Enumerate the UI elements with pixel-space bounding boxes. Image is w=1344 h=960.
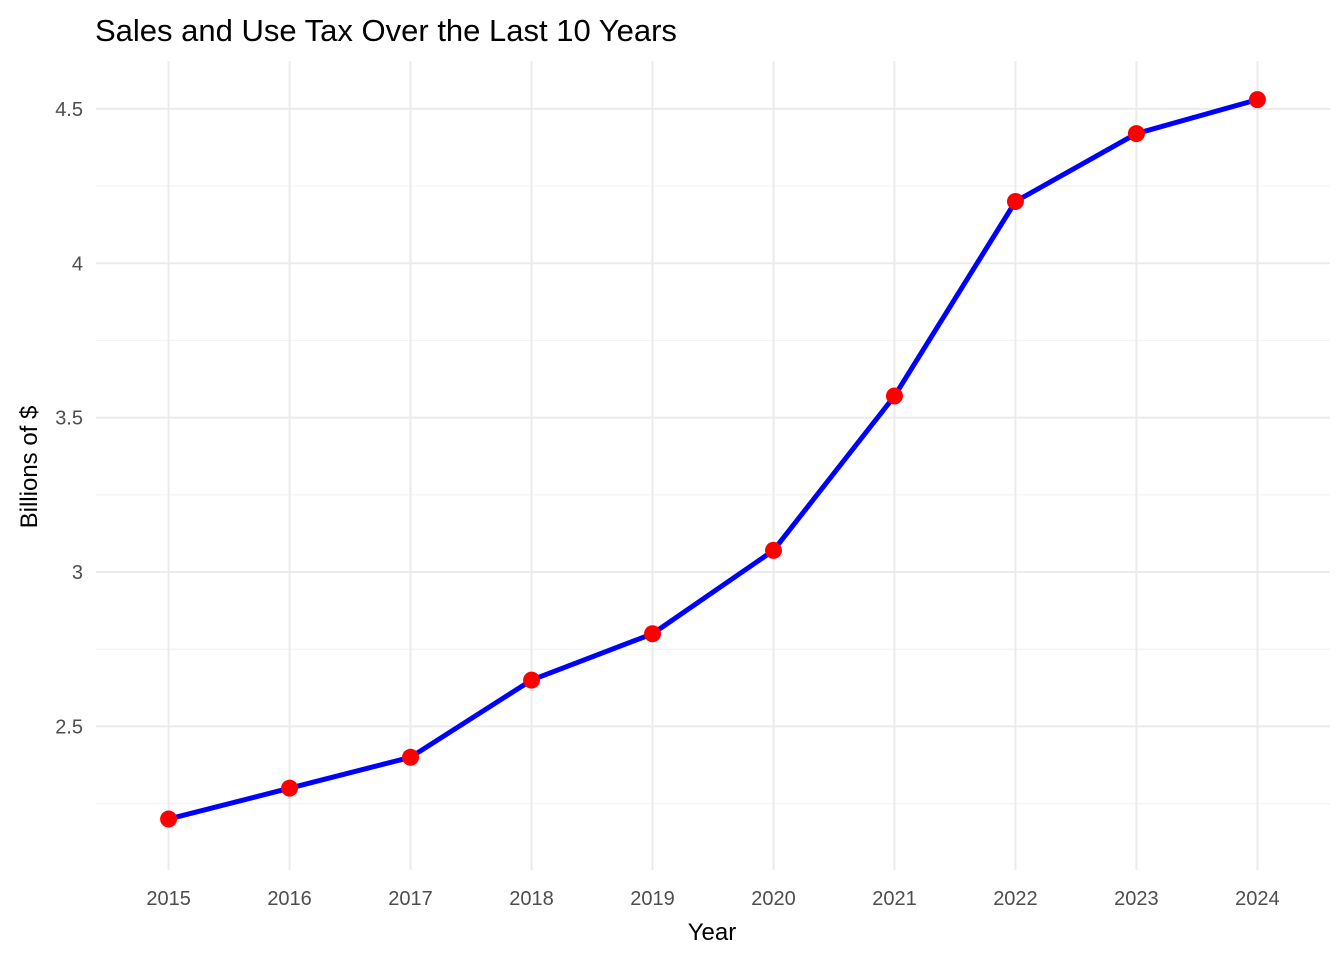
x-axis-tick-labels: 2015 2016 2017 2018 2019 2020 2021 2022 2023 2024 <box>146 888 1279 910</box>
x-tick-label-2018: 2018 <box>509 888 554 910</box>
x-tick-label-2017: 2017 <box>388 888 433 910</box>
x-tick-label-2022: 2022 <box>993 888 1038 910</box>
y-axis-tick-labels: 2.5 3 3.5 4 4.5 <box>55 99 83 739</box>
data-point-2020 <box>764 541 782 559</box>
data-point-2016 <box>281 779 299 797</box>
data-point-2023 <box>1127 125 1145 143</box>
x-tick-label-2021: 2021 <box>872 888 917 910</box>
x-tick-label-2015: 2015 <box>146 888 191 910</box>
x-tick-label-2019: 2019 <box>630 888 675 910</box>
data-point-2024 <box>1248 91 1266 109</box>
y-tick-label-1: 3 <box>72 562 83 584</box>
x-tick-label-2016: 2016 <box>267 888 312 910</box>
series-layer <box>166 97 1260 822</box>
data-point-2018 <box>523 671 541 689</box>
points-layer <box>160 91 1266 828</box>
chart-title: Sales and Use Tax Over the Last 10 Years <box>95 13 677 48</box>
y-axis-title: Billions of $ <box>16 406 43 529</box>
x-axis-title: Year <box>688 919 737 946</box>
data-point-2017 <box>402 748 420 766</box>
x-tick-label-2024: 2024 <box>1235 888 1280 910</box>
data-point-2015 <box>160 810 178 828</box>
series-line <box>166 97 1260 822</box>
x-tick-label-2020: 2020 <box>751 888 796 910</box>
data-point-2022 <box>1006 192 1024 210</box>
data-point-2021 <box>885 387 903 405</box>
y-tick-label-0: 2.5 <box>55 716 83 738</box>
grid <box>96 61 1330 870</box>
x-tick-label-2023: 2023 <box>1114 888 1159 910</box>
y-tick-label-4: 4.5 <box>55 99 83 121</box>
y-tick-label-2: 3.5 <box>55 408 83 430</box>
y-tick-label-3: 4 <box>72 253 83 275</box>
data-point-2019 <box>644 625 662 643</box>
